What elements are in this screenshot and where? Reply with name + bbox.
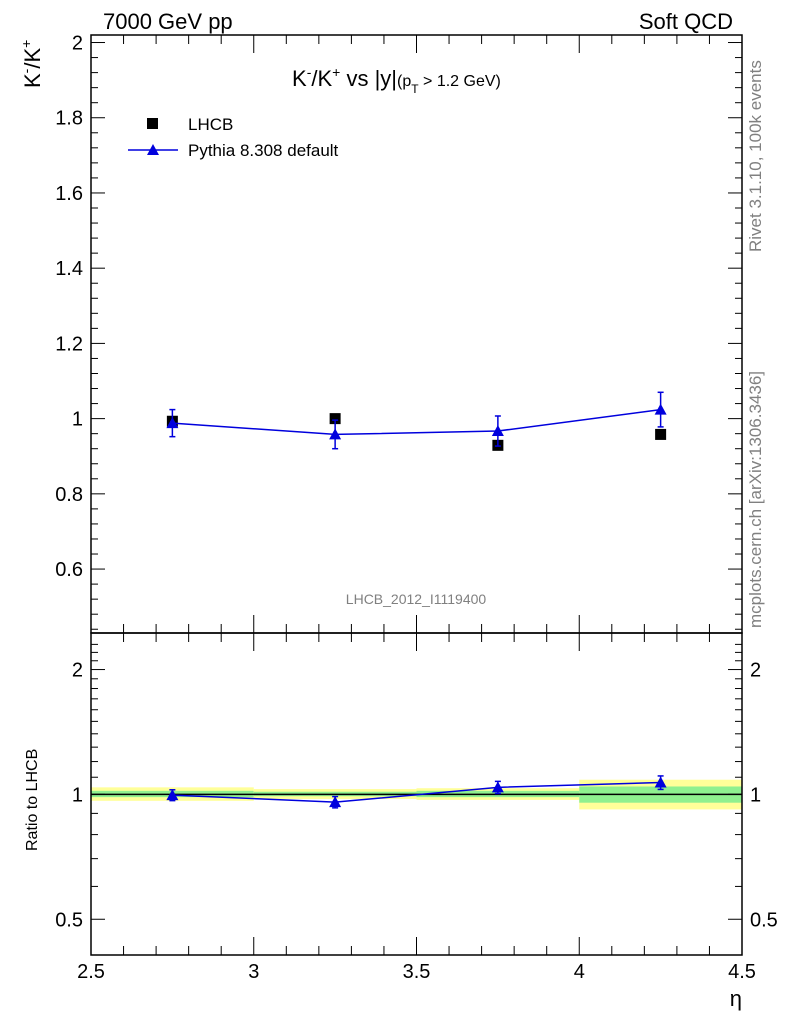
top-ytick-label: 1 xyxy=(72,409,83,431)
ratio-ytick-label: 0.5 xyxy=(55,909,83,931)
title-k2: /K xyxy=(311,66,332,91)
ratio-ytick-label-right: 2 xyxy=(750,660,761,682)
top-plot-area: 0.6 0.8 1 1.2 1.4 1.6 1.8 2 xyxy=(55,33,743,634)
title-rest: vs |y| xyxy=(340,66,397,91)
top-ytick-label: 1.8 xyxy=(55,108,83,130)
xtick-label: 3.5 xyxy=(403,961,431,983)
xlabel: η xyxy=(730,986,742,1011)
header-right-label: Soft QCD xyxy=(639,9,733,34)
ratio-point-pythia xyxy=(491,781,504,793)
top-ytick-label: 0.6 xyxy=(55,559,83,581)
top-ytick-label: 1.6 xyxy=(55,183,83,205)
ratio-point-pythia xyxy=(654,776,667,788)
title-k1: K xyxy=(292,66,307,91)
ylabel-k1: K xyxy=(20,73,45,88)
svg-text:K-/K+: K-/K+ xyxy=(18,40,45,88)
top-ytick-label: 2 xyxy=(72,33,83,55)
top-ytick-label: 1.2 xyxy=(55,333,83,355)
legend-marker-lhcb xyxy=(147,118,158,129)
ratio-point-pythia xyxy=(166,789,179,801)
title-sub-close: > 1.2 GeV) xyxy=(419,73,501,90)
legend-marker-pythia xyxy=(147,144,159,155)
ratio-plot-area: 2.5 3 3.5 4 4.5 0.5 0.5 1 1 2 2 xyxy=(55,632,778,983)
ylabel-sup1: - xyxy=(18,68,34,73)
ylabel-sup2: + xyxy=(18,40,34,48)
ratio-ylabel: Ratio to LHCB xyxy=(24,749,41,851)
analysis-watermark: LHCB_2012_I1119400 xyxy=(346,591,487,607)
ratio-ytick-label: 2 xyxy=(72,660,83,682)
ratio-ytick-label-right: 0.5 xyxy=(750,909,778,931)
rivet-label: Rivet 3.1.10, 100k events xyxy=(746,60,765,252)
xtick-label: 2.5 xyxy=(77,961,105,983)
legend: LHCB Pythia 8.308 default xyxy=(128,115,339,160)
top-ylabel: K-/K+ xyxy=(18,40,45,88)
xtick-label: 3 xyxy=(248,961,259,983)
top-title: K-/K+ vs |y|(pT > 1.2 GeV) xyxy=(292,64,501,96)
ratio-line-pythia xyxy=(172,781,661,803)
title-sup1: - xyxy=(307,64,312,80)
mc-point-pythia xyxy=(491,425,504,437)
data-point-lhcb xyxy=(655,428,667,440)
mc-point-pythia xyxy=(329,428,342,440)
mc-point-pythia xyxy=(166,417,179,429)
data-point-lhcb xyxy=(329,413,341,425)
ylabel-k2: /K xyxy=(20,48,45,69)
mc-point-pythia xyxy=(654,403,667,415)
title-sub-open: (p xyxy=(397,73,411,90)
mcplots-label: mcplots.cern.ch [arXiv:1306.3436] xyxy=(746,371,765,628)
xtick-label: 4.5 xyxy=(728,961,756,983)
ratio-ytick-label-right: 1 xyxy=(750,784,761,806)
ratio-point-pythia xyxy=(329,796,342,808)
mc-line-pythia xyxy=(172,408,661,436)
header-left-label: 7000 GeV pp xyxy=(103,9,233,34)
top-ytick-label: 1.4 xyxy=(55,258,83,280)
legend-label-lhcb: LHCB xyxy=(188,115,233,134)
title-sup2: + xyxy=(332,64,340,80)
ratio-ytick-label: 1 xyxy=(72,784,83,806)
top-ytick-label: 0.8 xyxy=(55,484,83,506)
xtick-label: 4 xyxy=(574,961,585,983)
legend-label-pythia: Pythia 8.308 default xyxy=(188,141,339,160)
title-sub-t: T xyxy=(411,82,419,96)
